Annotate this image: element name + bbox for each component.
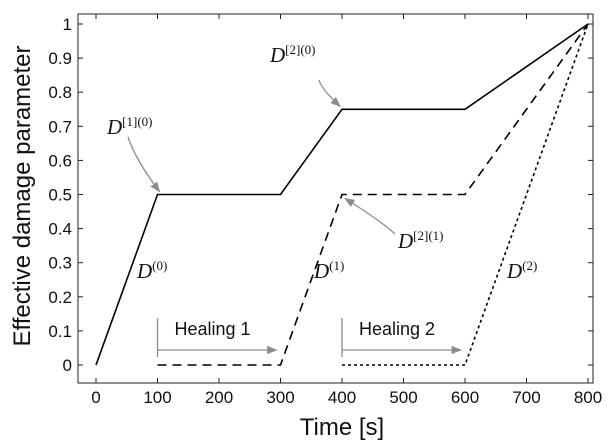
x-tick-label: 300 [266,388,294,407]
y-tick-label: 0.5 [48,186,72,205]
annotation-label-0: D[1](0) [106,114,153,139]
plot-frame [77,13,594,384]
y-tick-label: 0.4 [48,220,72,239]
series-label-1: D(1) [313,258,344,283]
series-line-2 [342,23,589,366]
x-tick-label: 600 [451,388,479,407]
series-label-2: D(2) [506,258,537,283]
x-tick-label: 800 [574,388,602,407]
y-tick-label: 0 [63,356,72,375]
x-tick-label: 700 [512,388,540,407]
y-tick-label: 0.6 [48,151,72,170]
y-tick-label: 1 [63,15,72,34]
series-label-0: D(0) [136,258,167,283]
y-axis-title: Effective damage parameter [9,45,36,346]
y-tick-label: 0.2 [48,288,72,307]
y-tick-label: 0.3 [48,254,72,273]
annotation-label-1: D[2](0) [269,42,316,67]
annotation-arrow-0 [127,136,161,193]
healing-label-1: Healing 2 [359,319,435,339]
annotation-label-2: D[2](1) [397,228,444,253]
x-axis-title: Time [s] [300,414,384,441]
y-tick-label: 0.1 [48,322,72,341]
series-line-0 [95,23,589,366]
healing-label-0: Healing 1 [175,319,251,339]
y-tick-label: 0.7 [48,117,72,136]
x-tick-label: 0 [91,388,100,407]
x-tick-label: 500 [389,388,417,407]
series-line-1 [157,23,589,366]
x-tick-label: 100 [143,388,171,407]
annotation-arrow-1 [318,79,341,107]
y-tick-label: 0.9 [48,49,72,68]
y-tick-label: 0.8 [48,83,72,102]
plot-area: 0 100 200 300 400 500 600 700 800 0 0.1 0.2 0.3 0.4 0.… [48,13,602,407]
x-tick-label: 400 [328,388,356,407]
x-tick-label: 200 [205,388,233,407]
annotation-arrow-2 [344,197,396,235]
